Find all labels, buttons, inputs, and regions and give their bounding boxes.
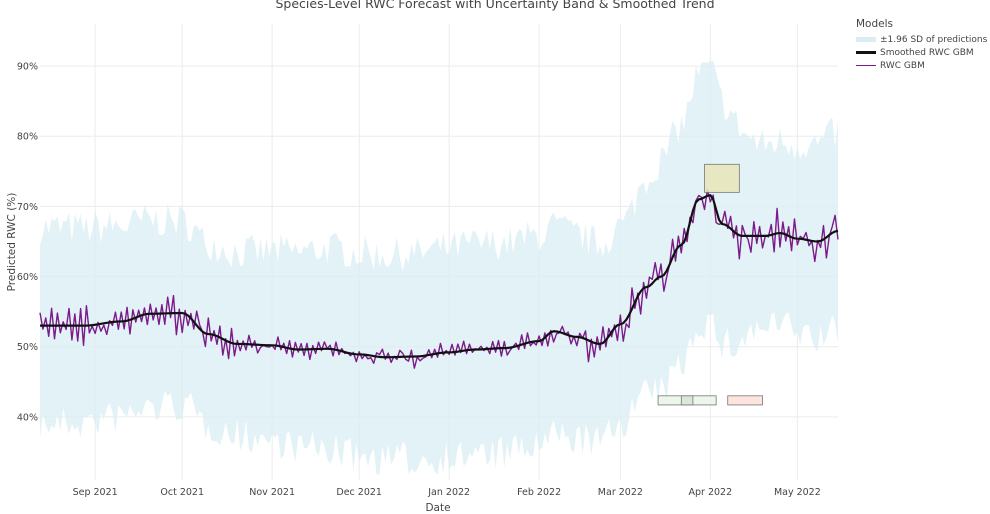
y-axis-title: Predicted RWC (%) [6,193,18,292]
uncertainty-band [40,60,838,476]
x-tick-label: Oct 2021 [160,487,204,498]
y-tick-label: 60% [17,272,38,283]
legend-item-smoothed[interactable]: Smoothed RWC GBM [856,46,987,59]
chart-title: Species-Level RWC Forecast with Uncertai… [275,0,715,11]
legend-label-smoothed: Smoothed RWC GBM [880,47,974,58]
legend-label-band: ±1.96 SD of predictions [880,34,988,45]
rwc-gbm-layer [39,188,839,369]
x-tick-label: Dec 2021 [336,487,382,498]
legend-label-raw: RWC GBM [880,60,925,71]
legend-title: Models [856,18,893,30]
y-tick-label: 70% [17,202,38,213]
legend: Models ±1.96 SD of predictions Smoothed … [856,18,987,72]
green-marker-center [680,395,694,406]
y-tick-label: 40% [17,412,38,423]
x-tick-label: Apr 2022 [688,487,732,498]
x-tick-label: Feb 2022 [517,487,561,498]
yellow-highlight [704,163,740,193]
band-swatch-icon [856,37,876,42]
y-tick-label: 50% [17,342,38,353]
x-tick-label: Mar 2022 [598,487,643,498]
uncertainty-band-layer [40,60,838,476]
x-axis-ticks: Sep 2021 Oct 2021 Nov 2021 Dec 2021 Jan 2022… [73,487,821,498]
y-axis-ticks: 40% 50% 60% 70% 80% 90% [17,62,38,424]
legend-item-band[interactable]: ±1.96 SD of predictions [856,33,987,46]
rwc-gbm-line [39,188,839,369]
smoothed-line-swatch-icon [856,51,876,54]
smoothed-layer [40,194,839,359]
x-tick-label: Jan 2022 [427,487,470,498]
raw-line-swatch-icon [856,64,876,67]
x-axis-title: Date [425,502,450,514]
legend-item-raw[interactable]: RWC GBM [856,59,987,72]
x-tick-label: Nov 2021 [249,487,295,498]
annotation-layer [657,163,763,406]
smoothed-rwc-gbm-line [40,194,839,359]
x-tick-label: Sep 2021 [73,487,118,498]
y-tick-label: 90% [17,62,38,73]
y-tick-label: 80% [17,132,38,143]
red-marker [727,395,763,406]
x-tick-label: May 2022 [774,487,821,498]
